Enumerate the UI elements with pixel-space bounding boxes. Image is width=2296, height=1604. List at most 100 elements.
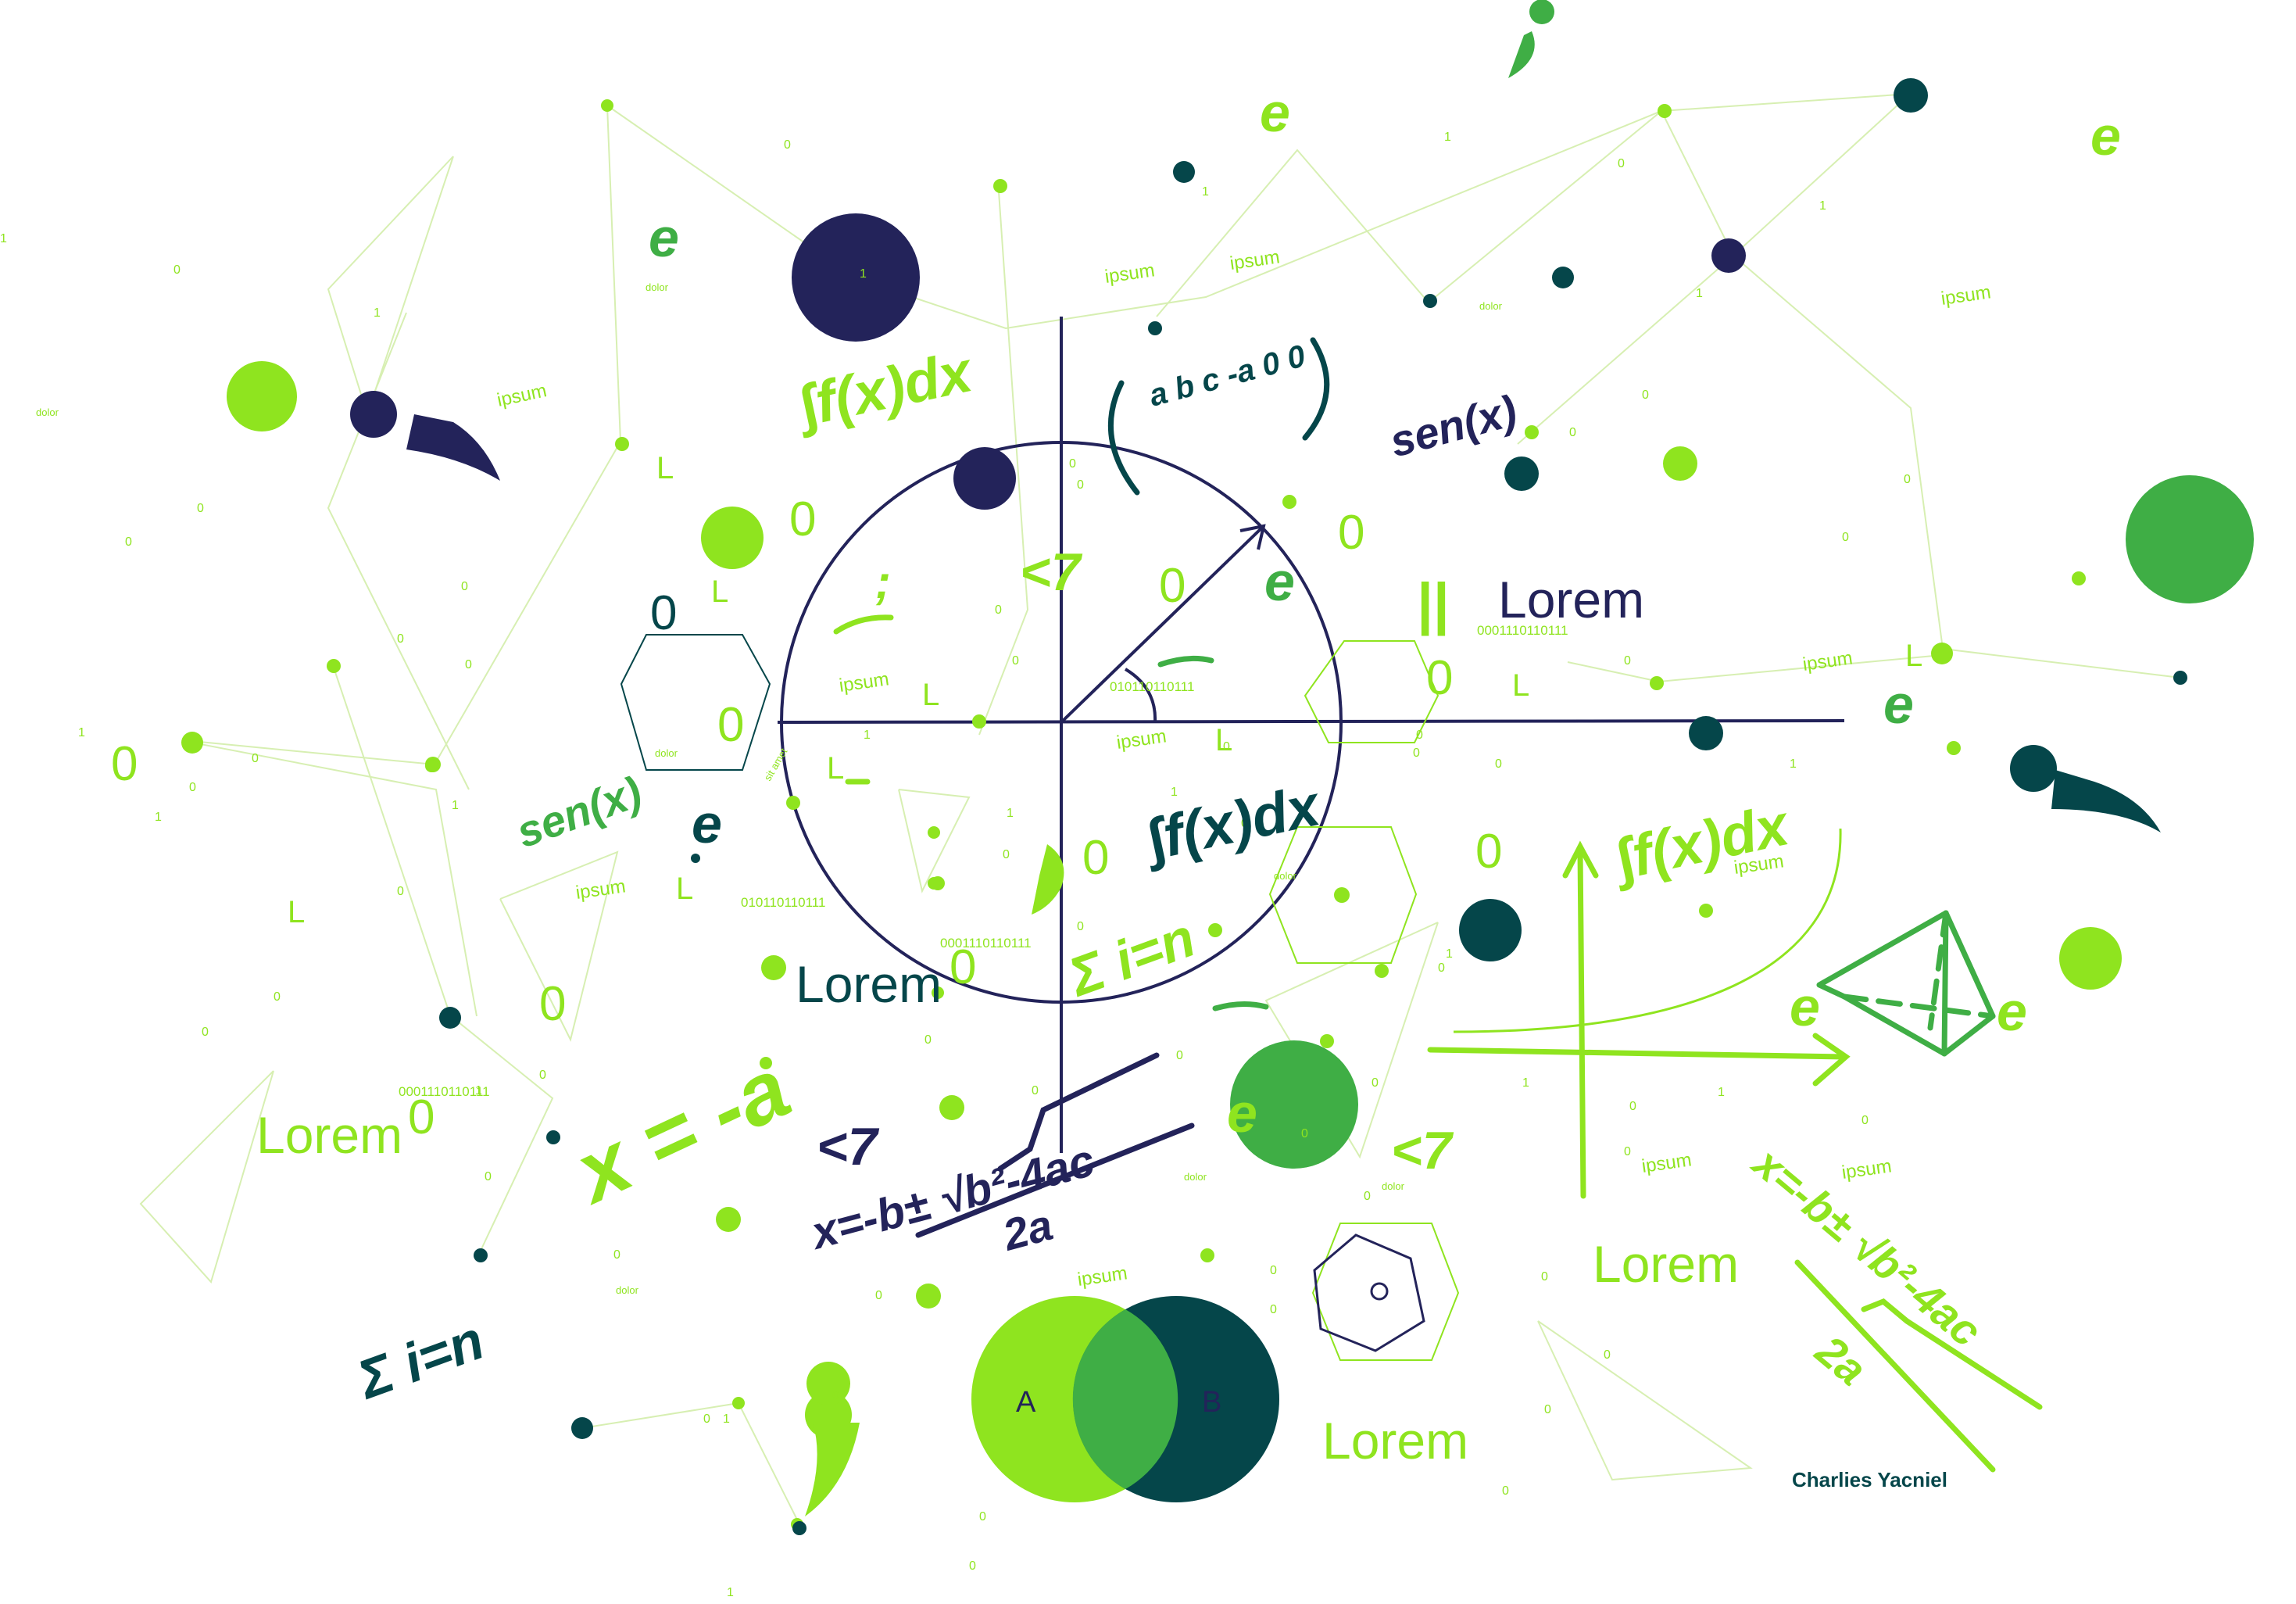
semicolon-glyph: ; bbox=[875, 556, 891, 608]
digit: 1 bbox=[0, 232, 7, 245]
e-letter: e bbox=[649, 207, 679, 268]
hand-strokes bbox=[833, 337, 2043, 1473]
digit: 0 bbox=[1618, 157, 1625, 170]
digit: 0 bbox=[1438, 961, 1445, 975]
ipsum-label: ipsum bbox=[1640, 1149, 1693, 1177]
zero-label: 0 bbox=[408, 1090, 435, 1144]
digit: 0 bbox=[1069, 457, 1076, 471]
digit: 1 bbox=[1790, 757, 1797, 771]
digit: 0 bbox=[1629, 1100, 1636, 1113]
digit: 0 bbox=[1241, 817, 1248, 830]
venn-label-a: A bbox=[1016, 1386, 1036, 1419]
digit: 0 bbox=[1416, 729, 1423, 742]
zero-label: 0 bbox=[111, 737, 138, 791]
digit: 1 bbox=[475, 1084, 482, 1097]
angle-label: <7 bbox=[1020, 542, 1083, 602]
binary-label: 0001110110111 bbox=[1477, 623, 1568, 638]
digit: 0 bbox=[173, 263, 181, 277]
digit: 1 bbox=[1171, 786, 1178, 799]
lorem-label: Lorem bbox=[1322, 1412, 1468, 1470]
small-dark-dots bbox=[439, 161, 2187, 1535]
ipsum-label: ipsum bbox=[1115, 725, 1168, 754]
digit: 1 bbox=[155, 811, 162, 824]
digit: 0 bbox=[784, 138, 791, 152]
digit: 0 bbox=[197, 502, 204, 515]
digit: 0 bbox=[995, 603, 1002, 617]
digit: 0 bbox=[1861, 1114, 1869, 1127]
binary-label: 0001110110111 bbox=[940, 936, 1032, 951]
l-letter: L bbox=[827, 751, 844, 786]
equals-sign: || bbox=[1416, 571, 1448, 636]
e-letter: e bbox=[1997, 981, 2027, 1042]
ipsum-label: ipsum bbox=[1840, 1155, 1893, 1183]
hex-dot bbox=[1334, 887, 1350, 903]
angle-label: <7 bbox=[817, 1117, 880, 1176]
zero-label: 0 bbox=[539, 977, 566, 1031]
dolor-label: dolor bbox=[616, 1284, 639, 1296]
digit: 0 bbox=[1502, 1484, 1509, 1498]
integral-label: ∫f(x)dx bbox=[790, 338, 979, 439]
digit: 0 bbox=[1077, 920, 1084, 933]
digit: 0 bbox=[461, 580, 468, 593]
e-letter: e bbox=[1264, 551, 1295, 612]
digit: 0 bbox=[1842, 531, 1849, 544]
zero-label: 0 bbox=[1159, 559, 1186, 613]
lorem-label: Lorem bbox=[256, 1106, 402, 1164]
digit: 0 bbox=[397, 632, 404, 646]
zero-label: 0 bbox=[650, 586, 677, 640]
cube-icon bbox=[1313, 1233, 1425, 1352]
digit: 0 bbox=[274, 990, 281, 1004]
zero-label: 0 bbox=[1082, 831, 1109, 885]
dolor-label: dolor bbox=[1274, 870, 1297, 882]
venn-label-b: B bbox=[1202, 1386, 1221, 1419]
l-letters: L L L L L L L L L bbox=[288, 451, 1922, 929]
sen-label: sen(x) bbox=[1385, 385, 1522, 467]
dolor-label: dolor bbox=[36, 406, 59, 418]
semicolon-icon bbox=[406, 0, 2161, 1516]
sen-label: sen(x) bbox=[510, 767, 649, 857]
ipsum-label: ipsum bbox=[1801, 647, 1854, 675]
digit: 0 bbox=[1495, 757, 1502, 771]
l-letter: L bbox=[656, 451, 674, 485]
digit: 1 bbox=[864, 729, 871, 742]
digit: 1 bbox=[452, 799, 459, 812]
l-letter: L bbox=[288, 895, 305, 929]
digit: 0 bbox=[1569, 426, 1576, 439]
e-letter: e bbox=[2090, 106, 2121, 166]
e-letter: e bbox=[1883, 674, 1914, 735]
l-letter: L bbox=[676, 872, 693, 906]
unit-circle-graph bbox=[777, 317, 1845, 1153]
digit: 0 bbox=[1372, 1076, 1379, 1090]
hexagon-icon bbox=[620, 634, 771, 771]
binary-label: 010110110111 bbox=[741, 895, 825, 910]
zero-label: 0 bbox=[950, 940, 976, 994]
digit: 0 bbox=[1544, 1403, 1551, 1416]
venn-diagram bbox=[971, 1296, 1279, 1502]
zero-label: 0 bbox=[1338, 506, 1364, 560]
digit: 0 bbox=[465, 658, 472, 671]
sigma-label: Σ i=n bbox=[349, 1309, 492, 1411]
matrix-label: a b c -a 0 0 bbox=[1146, 338, 1309, 413]
ipsum-label: ipsum bbox=[838, 668, 890, 696]
digit: 0 bbox=[1012, 654, 1019, 668]
digit: 0 bbox=[1624, 1145, 1631, 1158]
digit: 1 bbox=[374, 306, 381, 320]
digit: 1 bbox=[1522, 1076, 1529, 1090]
e-letter: e bbox=[692, 793, 722, 854]
digit: 0 bbox=[252, 752, 259, 765]
digit: 0 bbox=[189, 781, 196, 794]
digit: 0 bbox=[1270, 1303, 1277, 1316]
digit: 1 bbox=[1819, 199, 1826, 213]
zero-label: 0 bbox=[1426, 651, 1453, 705]
digit: 1 bbox=[1718, 1086, 1725, 1099]
digit: 0 bbox=[613, 1248, 620, 1262]
dolor-label: dolor bbox=[655, 747, 678, 759]
digit: 0 bbox=[1624, 654, 1631, 668]
l-letter: L bbox=[711, 575, 728, 609]
lorem-label: Lorem bbox=[1593, 1235, 1739, 1293]
digit: 0 bbox=[1003, 848, 1010, 861]
digit: 1 bbox=[723, 1412, 730, 1426]
digit: 1 bbox=[1446, 947, 1453, 961]
digit: 0 bbox=[1642, 388, 1649, 402]
